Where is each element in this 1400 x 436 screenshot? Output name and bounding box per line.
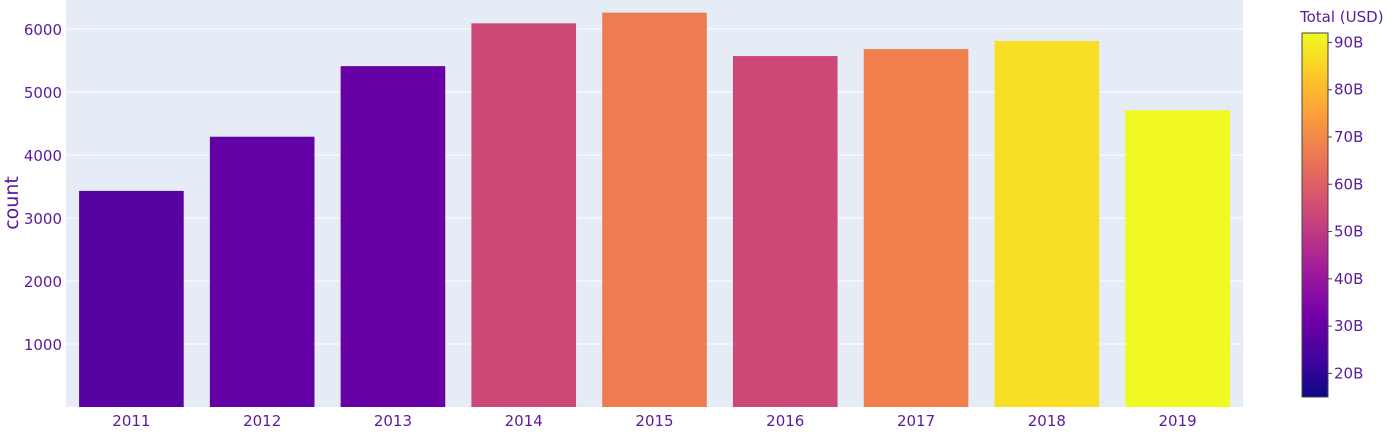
y-axis-label: count (1, 176, 23, 230)
x-tick-label: 2016 (766, 412, 804, 430)
bar-2019 (1125, 110, 1230, 407)
y-tick-label: 2000 (24, 273, 62, 291)
y-tick-label: 3000 (24, 210, 62, 228)
colorbar-tick-label: 60B (1334, 175, 1363, 193)
y-tick-label: 5000 (24, 84, 62, 102)
colorbar-tick-label: 70B (1334, 128, 1363, 146)
bar-2016 (732, 56, 838, 407)
colorbar-tick-label: 50B (1334, 223, 1363, 241)
bar-2015 (602, 12, 707, 408)
x-tick-label: 2019 (1159, 412, 1197, 430)
x-tick-label: 2013 (374, 412, 412, 430)
x-tick-label: 2018 (1028, 412, 1066, 430)
x-tick-label: 2014 (505, 412, 543, 430)
x-tick-label: 2012 (243, 412, 281, 430)
bar-2011 (79, 190, 184, 407)
colorbar-tick-label: 90B (1334, 33, 1363, 51)
colorbar-ticks: 20B 30B 40B 50B 60B 70B 80B 90B (1328, 33, 1363, 382)
y-tick-label: 1000 (24, 336, 62, 354)
bar-2018 (994, 40, 1100, 407)
x-tick-label: 2011 (112, 412, 150, 430)
colorbar-tick-label: 30B (1334, 317, 1363, 335)
x-tick-label: 2017 (897, 412, 935, 430)
colorbar-tick-label: 20B (1334, 364, 1363, 382)
colorbar: Total (USD) 20B 30B 40B 50B 60B 70B 80B 90B (1299, 8, 1384, 398)
bars (79, 12, 1230, 408)
colorbar-tick-label: 80B (1334, 81, 1363, 99)
y-axis-ticks: 1000 2000 3000 4000 5000 6000 (24, 21, 62, 354)
x-tick-label: 2015 (635, 412, 673, 430)
bar-2013 (340, 66, 446, 407)
colorbar-tick-label: 40B (1334, 270, 1363, 288)
bar-2012 (209, 136, 315, 407)
y-tick-label: 4000 (24, 147, 62, 165)
colorbar-gradient (1301, 32, 1329, 398)
x-axis-ticks: 2011 2012 2013 2014 2015 2016 2017 2018 2019 (112, 412, 1196, 430)
bar-2017 (863, 49, 969, 407)
colorbar-title: Total (USD) (1299, 8, 1384, 26)
y-tick-label: 6000 (24, 21, 62, 39)
bar-2014 (471, 23, 577, 407)
